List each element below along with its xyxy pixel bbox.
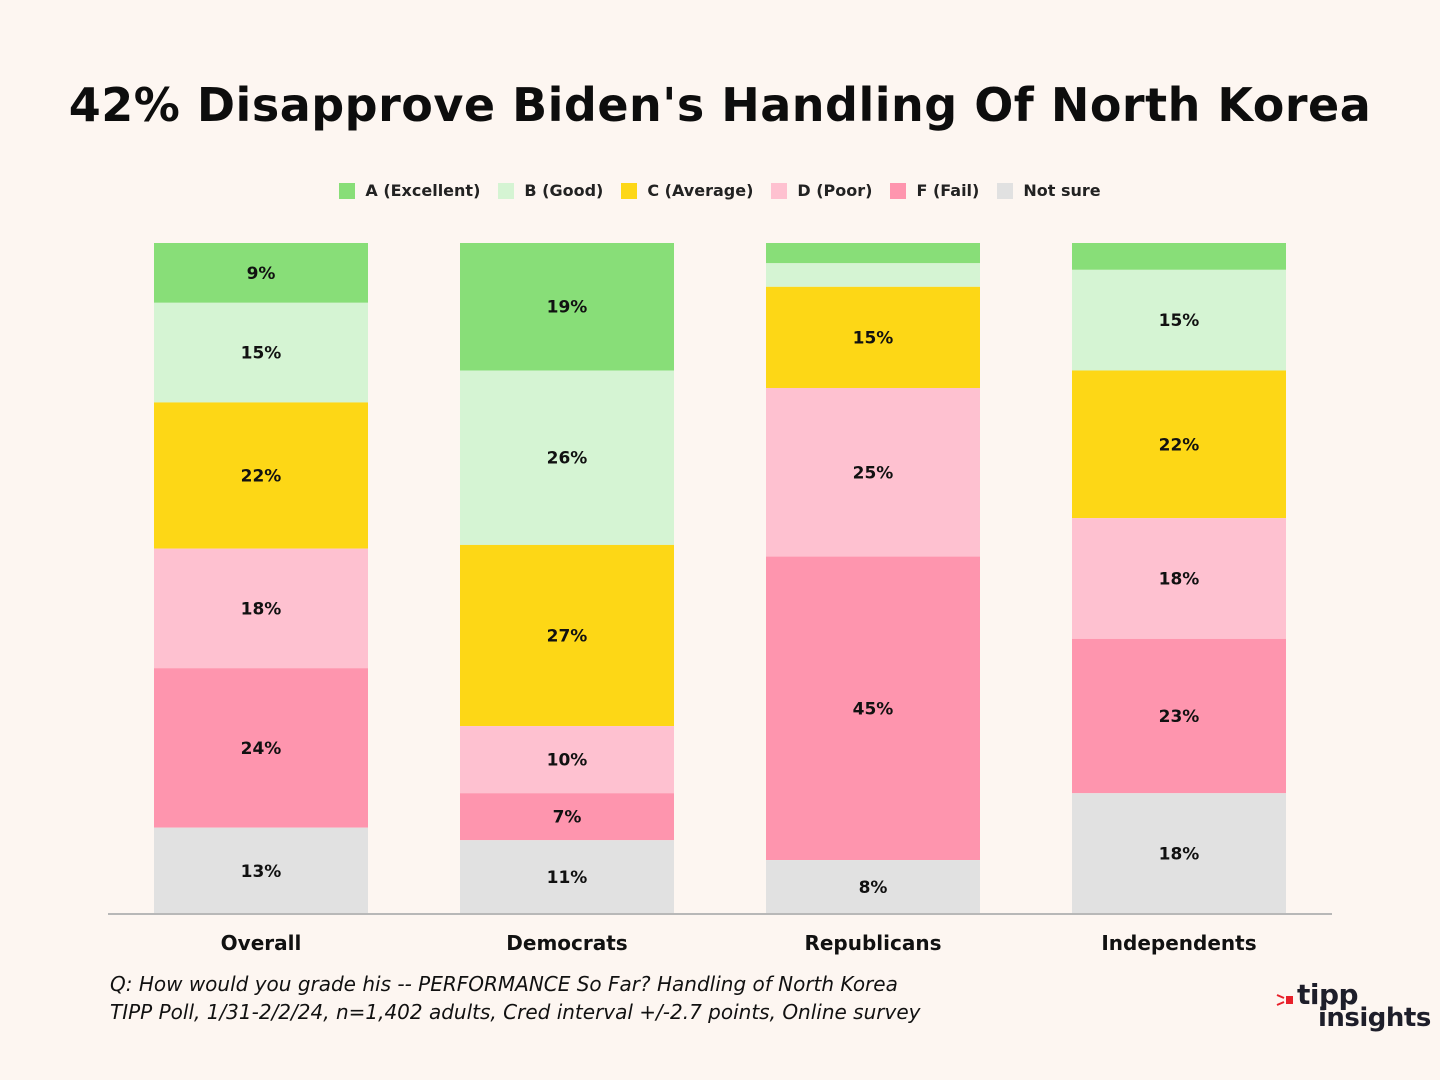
bar-segment (154, 402, 368, 549)
bar-segment (154, 243, 368, 303)
bar-segment (460, 726, 674, 794)
data-label: 24% (241, 739, 282, 759)
legend-swatch (339, 182, 356, 199)
data-label: 23% (1159, 707, 1200, 727)
bar-segment (460, 793, 674, 841)
bar-segment (1072, 793, 1286, 914)
data-label: 11% (547, 868, 588, 888)
data-label: 18% (1159, 570, 1200, 590)
data-label: 22% (241, 467, 282, 487)
poll-source-text: TIPP Poll, 1/31-2/2/24, n=1,402 adults, … (110, 1000, 921, 1024)
chart-legend: A (Excellent) B (Good) C (Average) D (Poor)… (0, 181, 1440, 200)
legend-label: D (Poor) (797, 181, 873, 200)
legend-item: F (Fail) (890, 181, 979, 200)
data-label: 27% (547, 627, 588, 647)
legend-item: A (Excellent) (339, 181, 480, 200)
bar-segment (460, 370, 674, 545)
bar-segment (766, 387, 980, 557)
data-label: 7% (553, 808, 582, 828)
category-label: Independents (1101, 931, 1256, 955)
category-label: Republicans (804, 931, 941, 955)
question-text: Q: How would you grade his -- PERFORMANC… (110, 972, 898, 996)
bar-segment (154, 827, 368, 914)
logo-word-tipp: tipp (1297, 978, 1359, 1011)
data-label: 15% (1159, 311, 1200, 331)
bar-segment (154, 548, 368, 669)
legend-swatch (997, 182, 1014, 199)
data-label: 25% (853, 463, 894, 483)
bar-segment (460, 840, 674, 914)
category-label: Overall (221, 931, 302, 955)
bar-segment (1072, 243, 1286, 270)
data-label: 15% (241, 344, 282, 364)
legend-label: F (Fail) (916, 181, 980, 200)
data-label: 10% (547, 751, 588, 771)
logo-arrow-icon (1276, 994, 1293, 1006)
data-label: 13% (241, 862, 282, 882)
data-label: 15% (853, 328, 894, 348)
bar-segment (1072, 638, 1286, 794)
legend-swatch (890, 182, 907, 199)
legend-swatch (621, 182, 638, 199)
legend-label: A (Excellent) (365, 181, 481, 200)
data-label: 8% (859, 878, 888, 898)
legend-item: C (Average) (621, 181, 753, 200)
bar-segment (460, 544, 674, 727)
legend-item: Not sure (997, 181, 1101, 200)
bar-segment (1072, 269, 1286, 371)
data-label: 9% (247, 264, 276, 284)
bar-segment (154, 302, 368, 403)
category-label: Democrats (506, 931, 627, 955)
legend-swatch (771, 182, 788, 199)
bar-segment (460, 243, 674, 371)
bar-segment (766, 263, 980, 287)
data-label: 45% (853, 699, 894, 719)
data-label: 18% (241, 599, 282, 619)
bar-segment (766, 860, 980, 914)
chart-title: 42% Disapprove Biden's Handling Of North… (68, 78, 1372, 132)
tipp-insights-logo: tipp insights (1276, 978, 1431, 1036)
legend-label: B (Good) (524, 181, 604, 200)
logo-word-insights: insights (1318, 1003, 1431, 1033)
bar-segment (154, 668, 368, 828)
bar-segment (766, 286, 980, 388)
bar-segment (1072, 518, 1286, 639)
data-label: 26% (547, 449, 588, 469)
legend-item: D (Poor) (771, 181, 872, 200)
data-label: 18% (1159, 845, 1200, 865)
legend-label: Not sure (1023, 181, 1101, 200)
bar-segment (766, 556, 980, 861)
bar-segment (1072, 370, 1286, 519)
legend-swatch (498, 182, 515, 199)
data-label: 22% (1159, 435, 1200, 455)
bar-segment (766, 243, 980, 264)
footnote: Q: How would you grade his -- PERFORMANC… (110, 970, 920, 1026)
data-label: 19% (547, 298, 588, 318)
legend-label: C (Average) (647, 181, 754, 200)
legend-item: B (Good) (498, 181, 603, 200)
